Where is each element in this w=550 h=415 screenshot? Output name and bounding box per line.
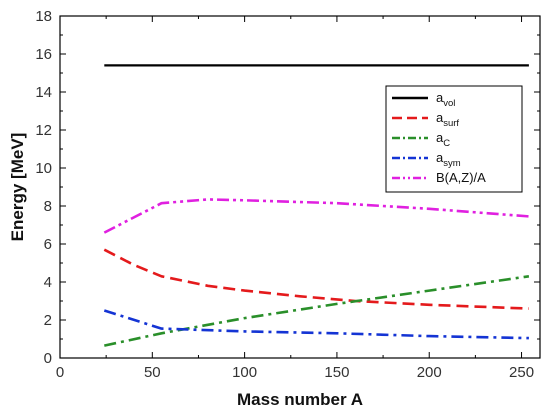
y-tick-label: 6 — [44, 236, 52, 253]
series-line-a-surf — [103, 248, 529, 310]
x-tick-label: 0 — [56, 364, 64, 381]
x-tick-label: 200 — [417, 364, 442, 381]
y-tick-label: 14 — [35, 84, 52, 101]
y-tick-label: 8 — [44, 198, 52, 215]
y-axis-title: Energy [MeV] — [8, 133, 27, 242]
series-line-b-a-z-a — [103, 198, 529, 234]
plot-frame — [59, 15, 541, 359]
series-lines — [103, 64, 530, 347]
x-axis-title: Mass number A — [237, 390, 363, 409]
legend-label: asym — [436, 150, 461, 169]
y-tick-label: 12 — [35, 122, 52, 139]
y-tick-labels: 0 2 4 6 8 10 12 14 16 18 — [35, 8, 52, 367]
y-tick-label: 0 — [44, 350, 52, 367]
series-line-a-sym — [103, 309, 529, 340]
series-line-a-c — [104, 275, 530, 347]
x-tick-label: 250 — [509, 364, 534, 381]
legend-label: B(A,Z)/A — [436, 170, 486, 185]
x-tick-label: 100 — [232, 364, 257, 381]
legend-label: avol — [436, 90, 455, 109]
y-tick-label: 2 — [44, 312, 52, 329]
y-tick-label: 18 — [35, 8, 52, 25]
x-tick-labels: 0 50 100 150 200 250 — [56, 364, 534, 381]
x-tick-label: 50 — [144, 364, 161, 381]
y-tick-label: 10 — [35, 160, 52, 177]
x-tick-label: 150 — [324, 364, 349, 381]
y-tick-label: 16 — [35, 46, 52, 63]
legend-label: asurf — [436, 110, 459, 129]
legend-label: aC — [436, 130, 450, 149]
y-tick-label: 4 — [44, 274, 52, 291]
